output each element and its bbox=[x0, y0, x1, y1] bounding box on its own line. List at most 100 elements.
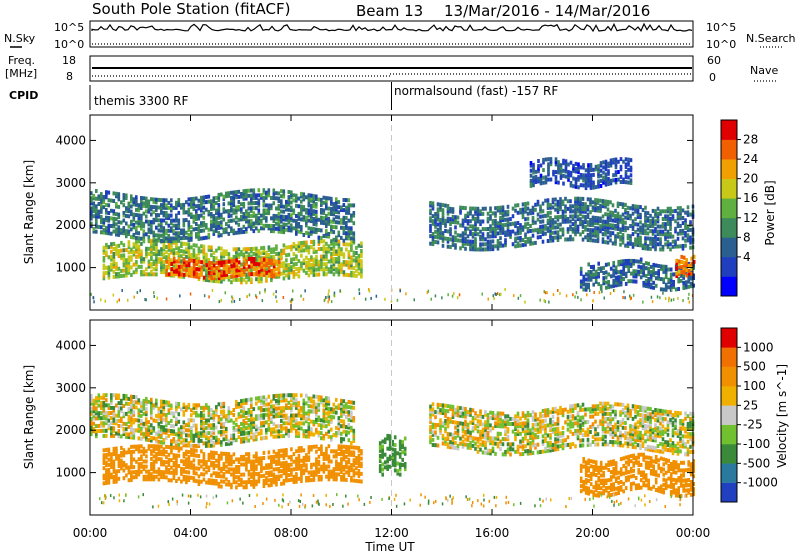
power-echo-cell bbox=[277, 229, 281, 234]
power-echo-cell bbox=[245, 209, 248, 214]
velocity-echo-cell bbox=[347, 470, 351, 475]
power-echo-cell bbox=[587, 275, 590, 280]
power-echo-cell bbox=[102, 217, 106, 222]
power-echo-cell bbox=[611, 218, 615, 223]
power-echo-cell bbox=[574, 161, 578, 166]
velocity-echo-cell bbox=[117, 396, 121, 400]
power-echo-cell bbox=[265, 255, 268, 260]
velocity-echo-cell bbox=[350, 450, 353, 455]
power-speckle-cell bbox=[264, 288, 266, 292]
power-echo-cell bbox=[177, 233, 181, 238]
power-speckle-cell bbox=[677, 296, 679, 300]
velocity-echo-cell bbox=[130, 417, 133, 422]
power-echo-cell bbox=[597, 179, 600, 184]
power-echo-cell bbox=[300, 253, 303, 258]
power-echo-cell bbox=[429, 216, 432, 221]
power-echo-cell bbox=[202, 198, 206, 202]
velocity-echo-cell bbox=[252, 467, 256, 472]
power-echo-cell bbox=[342, 254, 346, 259]
power-echo-cell bbox=[431, 234, 435, 239]
power-echo-cell bbox=[557, 162, 560, 167]
velocity-echo-cell bbox=[335, 451, 338, 456]
power-echo-cell bbox=[436, 227, 440, 232]
power-echo-cell bbox=[180, 241, 183, 246]
power-echo-cell bbox=[649, 213, 652, 218]
power-echo-cell bbox=[337, 210, 341, 215]
power-echo-cell bbox=[506, 222, 510, 227]
power-echo-cell bbox=[549, 226, 552, 230]
power-echo-cell bbox=[150, 244, 153, 249]
power-echo-cell bbox=[152, 241, 156, 246]
velocity-echo-cell bbox=[170, 458, 173, 463]
power-echo-cell bbox=[207, 247, 211, 252]
power-echo-cell bbox=[262, 190, 266, 195]
power-speckle-cell bbox=[255, 295, 258, 299]
power-echo-cell bbox=[132, 252, 136, 257]
power-echo-cell bbox=[611, 231, 615, 236]
power-echo-cell bbox=[684, 233, 687, 238]
power-echo-cell bbox=[187, 250, 191, 255]
power-echo-cell bbox=[182, 267, 186, 272]
velocity-echo-cell bbox=[115, 393, 118, 398]
power-echo-cell bbox=[292, 272, 296, 277]
power-echo-cell bbox=[140, 203, 143, 208]
power-echo-cell bbox=[242, 212, 246, 217]
power-echo-cell bbox=[501, 213, 505, 217]
power-echo-cell bbox=[257, 188, 261, 193]
velocity-echo-cell bbox=[287, 473, 291, 478]
velocity-echo-cell bbox=[135, 444, 138, 449]
velocity-echo-cell bbox=[115, 472, 118, 476]
power-echo-cell bbox=[125, 231, 128, 236]
power-speckle-cell bbox=[290, 300, 292, 304]
velocity-echo-cell bbox=[332, 472, 336, 477]
cpid-strip: CPID themis 3300 RF normalsound (fast) -… bbox=[9, 82, 558, 110]
power-echo-cell bbox=[90, 196, 93, 201]
power-echo-cell bbox=[449, 245, 452, 249]
power-echo-cell bbox=[471, 216, 475, 221]
velocity-echo-cell bbox=[130, 407, 133, 412]
power-echo-cell bbox=[494, 244, 497, 249]
power-echo-cell bbox=[679, 244, 682, 249]
velocity-echo-cell bbox=[282, 448, 286, 453]
power-echo-cell bbox=[345, 260, 348, 265]
power-speckle-cell bbox=[328, 297, 330, 301]
power-echo-cell bbox=[167, 265, 171, 270]
power-echo-cell bbox=[561, 227, 565, 232]
power-echo-cell bbox=[170, 198, 173, 203]
power-echo-cell bbox=[352, 266, 356, 270]
power-echo-cell bbox=[559, 173, 563, 178]
velocity-echo-cell bbox=[297, 448, 301, 453]
power-echo-cell bbox=[614, 278, 618, 283]
power-echo-cell bbox=[192, 204, 196, 209]
velocity-echo-cell bbox=[117, 418, 121, 423]
power-echo-cell bbox=[300, 212, 303, 217]
power-echo-cell bbox=[195, 267, 198, 272]
power-echo-cell bbox=[105, 210, 108, 215]
power-echo-cell bbox=[237, 265, 241, 270]
power-echo-cell bbox=[617, 262, 620, 267]
power-echo-cell bbox=[579, 232, 582, 237]
power-echo-cell bbox=[250, 224, 253, 229]
power-echo-cell bbox=[685, 268, 688, 273]
power-echo-cell bbox=[484, 206, 487, 211]
velocity-echo-cell bbox=[140, 436, 143, 441]
power-echo-cell bbox=[242, 204, 246, 209]
power-echo-cell bbox=[606, 240, 610, 245]
velocity-echo-cell bbox=[165, 465, 168, 470]
power-echo-cell bbox=[225, 209, 228, 214]
power-echo-cell bbox=[140, 213, 143, 218]
power-echo-cell bbox=[561, 232, 565, 237]
velocity-echo-cell bbox=[105, 413, 108, 418]
power-echo-cell bbox=[621, 225, 625, 230]
velocity-echo-cell bbox=[335, 464, 338, 469]
power-echo-cell bbox=[529, 236, 532, 241]
power-echo-cell bbox=[534, 207, 537, 212]
power-echo-cell bbox=[496, 208, 500, 213]
power-echo-cell bbox=[589, 235, 592, 240]
power-speckle-cell bbox=[327, 300, 329, 304]
power-echo-cell bbox=[551, 225, 555, 230]
power-echo-cell bbox=[461, 231, 465, 236]
velocity-echo-cell bbox=[115, 479, 118, 484]
velocity-echo-cell bbox=[340, 452, 343, 457]
power-echo-cell bbox=[524, 201, 527, 206]
